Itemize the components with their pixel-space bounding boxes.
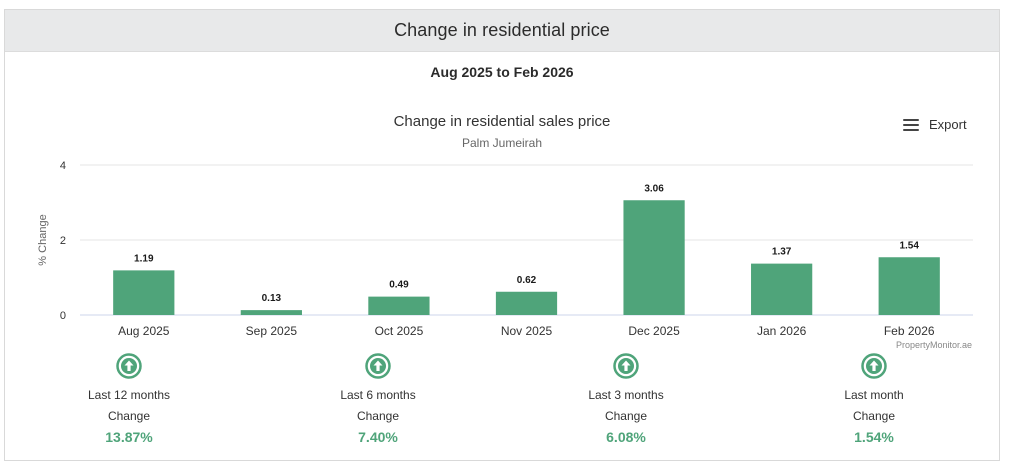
export-button[interactable]: Export bbox=[903, 117, 967, 132]
data-label: 1.37 bbox=[772, 247, 792, 258]
arrow-up-circle-icon bbox=[116, 353, 142, 379]
stat-label: Last month bbox=[844, 388, 904, 402]
arrow-up-circle-icon bbox=[613, 353, 639, 379]
bar-dec-2025 bbox=[623, 200, 685, 315]
chart-title: Change in residential sales price bbox=[394, 113, 611, 130]
x-tick-label: Nov 2025 bbox=[501, 324, 553, 338]
data-label: 3.06 bbox=[644, 183, 664, 194]
x-tick-label: Oct 2025 bbox=[375, 324, 424, 338]
stat-value: 6.08% bbox=[606, 429, 646, 445]
stat-sub-label: Change bbox=[604, 409, 648, 423]
data-label: 0.13 bbox=[262, 293, 282, 304]
x-tick-label: Jan 2026 bbox=[757, 324, 807, 338]
x-tick-label: Feb 2026 bbox=[884, 324, 935, 338]
bar-oct-2025 bbox=[368, 296, 430, 315]
stat-label: Last 3 months bbox=[588, 388, 664, 402]
x-tick-label: Aug 2025 bbox=[118, 324, 170, 338]
data-label: 1.19 bbox=[134, 253, 154, 264]
data-label: 1.54 bbox=[899, 240, 919, 251]
x-tick-label: Dec 2025 bbox=[628, 324, 680, 338]
bar-feb-2026 bbox=[878, 257, 940, 315]
stat-last-12-months: Last 12 months Change 13.87% bbox=[59, 353, 199, 445]
stat-last-3-months: Last 3 months Change 6.08% bbox=[556, 353, 696, 445]
stat-value: 13.87% bbox=[105, 429, 153, 445]
export-label: Export bbox=[929, 117, 967, 132]
stat-label: Last 12 months bbox=[87, 388, 171, 402]
credit-label: PropertyMonitor.ae bbox=[896, 340, 972, 350]
card-title: Change in residential price bbox=[394, 20, 610, 40]
stat-label: Last 6 months bbox=[340, 388, 416, 402]
y-tick-label: 4 bbox=[60, 160, 66, 172]
stat-last-month: Last month Change 1.54% bbox=[804, 353, 944, 445]
stat-sub-label: Change bbox=[107, 409, 151, 423]
y-tick-label: 2 bbox=[60, 235, 66, 247]
stat-value: 7.40% bbox=[358, 429, 398, 445]
period-label: Aug 2025 to Feb 2026 bbox=[430, 64, 574, 80]
bar-jan-2026 bbox=[751, 263, 813, 315]
card-header: Change in residential price bbox=[5, 10, 999, 52]
stat-last-6-months: Last 6 months Change 7.40% bbox=[308, 353, 448, 445]
stat-sub-label: Change bbox=[356, 409, 400, 423]
bar-aug-2025 bbox=[113, 270, 175, 315]
chart-subtitle: Palm Jumeirah bbox=[462, 136, 542, 150]
price-change-card: Change in residential price Aug 2025 to … bbox=[4, 9, 1000, 461]
bar-nov-2025 bbox=[495, 291, 558, 315]
y-axis-label: % Change bbox=[37, 214, 49, 265]
arrow-up-circle-icon bbox=[861, 353, 887, 379]
x-tick-label: Sep 2025 bbox=[246, 324, 298, 338]
data-label: 0.62 bbox=[517, 275, 537, 286]
y-tick-label: 0 bbox=[60, 310, 66, 322]
bar-sep-2025 bbox=[240, 310, 302, 315]
data-label: 0.49 bbox=[389, 280, 409, 291]
hamburger-menu-icon bbox=[903, 118, 919, 131]
stat-sub-label: Change bbox=[852, 409, 896, 423]
stat-value: 1.54% bbox=[854, 429, 894, 445]
arrow-up-circle-icon bbox=[365, 353, 391, 379]
